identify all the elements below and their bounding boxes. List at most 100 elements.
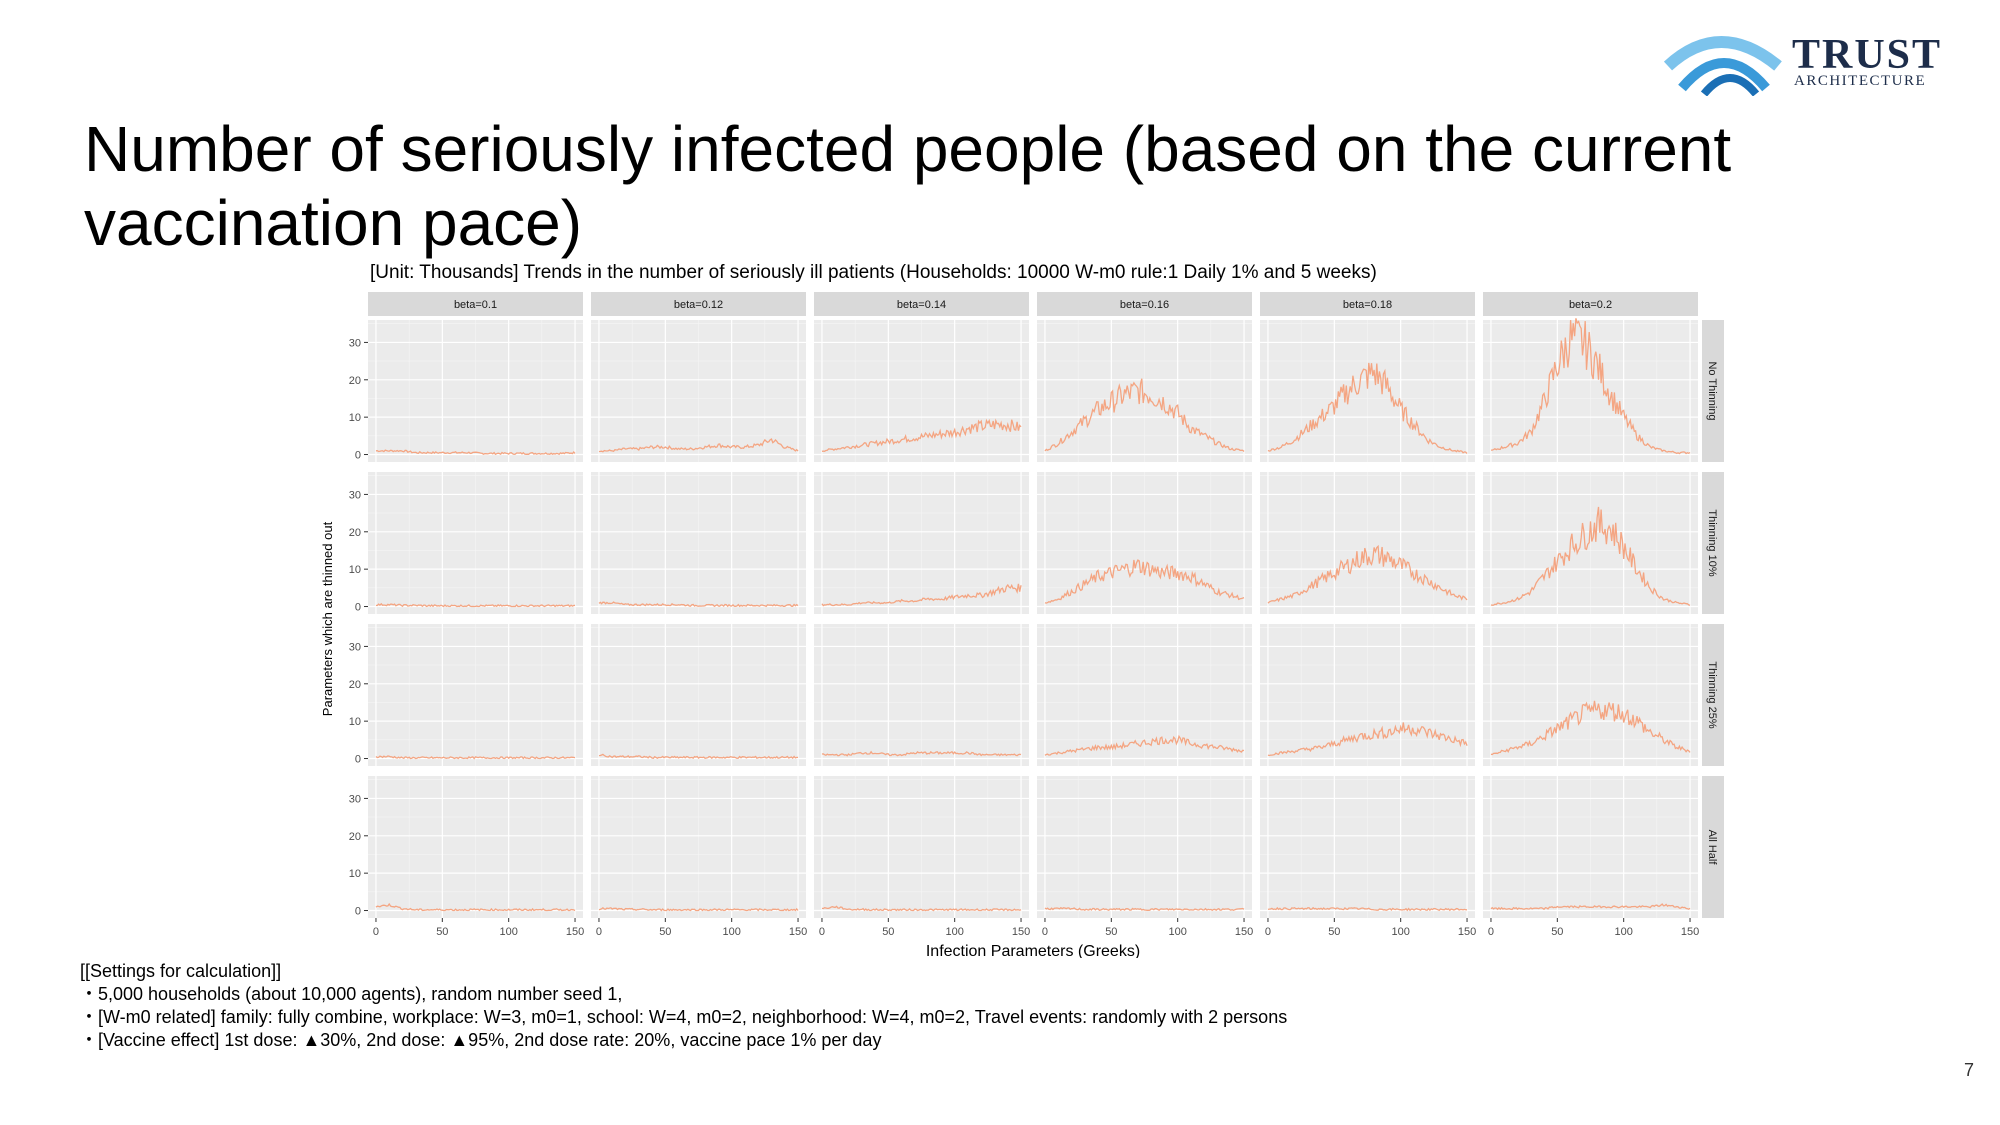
col-strip-label: beta=0.18 [1343, 299, 1392, 311]
row-strip-label: All Half [1706, 830, 1718, 866]
col-strip-label: beta=0.16 [1120, 299, 1169, 311]
x-tick-label: 150 [566, 926, 584, 938]
series-line [1044, 559, 1245, 604]
x-tick-label: 50 [1328, 926, 1340, 938]
y-tick-label: 10 [349, 868, 361, 880]
x-tick-label: 0 [819, 926, 825, 938]
y-tick-label: 10 [349, 716, 361, 728]
y-tick-label: 0 [355, 450, 361, 462]
y-tick-label: 30 [349, 337, 361, 349]
logo-arc-middle [1678, 58, 1770, 92]
x-tick-label: 0 [1488, 926, 1494, 938]
series-line [1267, 722, 1468, 757]
series-line [1267, 906, 1468, 912]
logo-arc-inner [1700, 74, 1760, 96]
series-line [598, 438, 799, 453]
logo-wordmark: TRUST [1792, 32, 1943, 78]
slide-title: Number of seriously infected people (bas… [84, 113, 1732, 259]
col-strip [814, 292, 1029, 316]
row-strip [1702, 776, 1724, 918]
y-tick-label: 10 [349, 564, 361, 576]
series-line [375, 755, 576, 760]
series-line [1044, 906, 1245, 912]
row-strip-label: No Thinning [1706, 361, 1718, 420]
series-line [1044, 378, 1245, 452]
x-tick-label: 0 [1265, 926, 1271, 938]
y-tick-label: 0 [355, 906, 361, 918]
col-strip-label: beta=0.1 [454, 299, 497, 311]
row-strip [1702, 624, 1724, 766]
series-line [1490, 903, 1691, 911]
logo-icon [1663, 36, 1782, 96]
x-tick-label: 150 [1012, 926, 1030, 938]
series-line [375, 449, 576, 456]
x-tick-label: 100 [1168, 926, 1186, 938]
series-line [1490, 506, 1691, 606]
x-tick-label: 0 [373, 926, 379, 938]
series-line [821, 750, 1022, 757]
x-tick-label: 50 [659, 926, 671, 938]
settings-line: ・5,000 households (about 10,000 agents),… [80, 984, 623, 1004]
x-tick-label: 150 [789, 926, 807, 938]
x-tick-label: 0 [596, 926, 602, 938]
x-tick-label: 0 [1042, 926, 1048, 938]
series-line [1490, 700, 1691, 756]
page-number: 7 [1963, 1060, 1974, 1080]
y-tick-label: 0 [355, 754, 361, 766]
col-strip [1483, 292, 1698, 316]
x-tick-label: 50 [1551, 926, 1563, 938]
facet-line-chart: beta=0.1 beta=0.12 beta=0.14 beta=0.16 beta=… [320, 292, 1724, 958]
x-axis-title: Infection Parameters (Greeks) [926, 943, 1140, 958]
col-strip [591, 292, 806, 316]
x-tick-label: 100 [722, 926, 740, 938]
x-tick-label: 150 [1681, 926, 1699, 938]
x-tick-label: 50 [882, 926, 894, 938]
y-tick-label: 20 [349, 375, 361, 387]
series-line [598, 906, 799, 912]
col-strip [1037, 292, 1252, 316]
col-strip-label: beta=0.14 [897, 299, 946, 311]
series-line [1044, 734, 1245, 756]
series-line [375, 602, 576, 608]
row-strip [1702, 472, 1724, 614]
y-tick-label: 30 [349, 793, 361, 805]
x-tick-label: 100 [499, 926, 517, 938]
x-tick-label: 150 [1235, 926, 1253, 938]
x-tick-label: 50 [1105, 926, 1117, 938]
row-strip-label: Thinning 25% [1706, 661, 1718, 728]
chart-title: [Unit: Thousands] Trends in the number o… [370, 262, 1377, 283]
series-line [1267, 544, 1468, 604]
settings-line: ・[W-m0 related] family: fully combine, w… [80, 1007, 1288, 1027]
series-line [821, 905, 1022, 912]
row-strip-label: Thinning 10% [1706, 509, 1718, 576]
series-line [598, 601, 799, 608]
x-tick-label: 150 [1458, 926, 1476, 938]
series-line [1267, 362, 1468, 454]
col-strip-label: beta=0.2 [1569, 299, 1612, 311]
series-line [598, 753, 798, 760]
y-tick-label: 20 [349, 831, 361, 843]
x-tick-label: 50 [436, 926, 448, 938]
series-line [821, 418, 1022, 452]
x-tick-label: 100 [1391, 926, 1409, 938]
series-line [375, 902, 576, 912]
y-axis-title: Parameters which are thinned out [320, 521, 335, 716]
settings-line: ・[Vaccine effect] 1st dose: ▲30%, 2nd do… [80, 1030, 882, 1050]
col-strip [1260, 292, 1475, 316]
logo-arc-outer [1663, 36, 1782, 71]
y-tick-label: 0 [355, 602, 361, 614]
series-line [821, 583, 1022, 607]
series-line [1491, 318, 1691, 455]
x-tick-label: 100 [1614, 926, 1632, 938]
y-tick-label: 20 [349, 679, 361, 691]
row-strip [1702, 320, 1724, 462]
y-tick-label: 30 [349, 641, 361, 653]
x-tick-label: 100 [945, 926, 963, 938]
y-tick-label: 30 [349, 489, 361, 501]
logo-subtitle: ARCHITECTURE [1794, 73, 1927, 89]
settings-heading: [[Settings for calculation]] [80, 961, 282, 981]
col-strip [368, 292, 583, 316]
y-tick-label: 10 [349, 412, 361, 424]
settings-block: [[Settings for calculation]] ・5,000 hous… [80, 960, 1287, 1052]
col-strip-label: beta=0.12 [674, 299, 723, 311]
